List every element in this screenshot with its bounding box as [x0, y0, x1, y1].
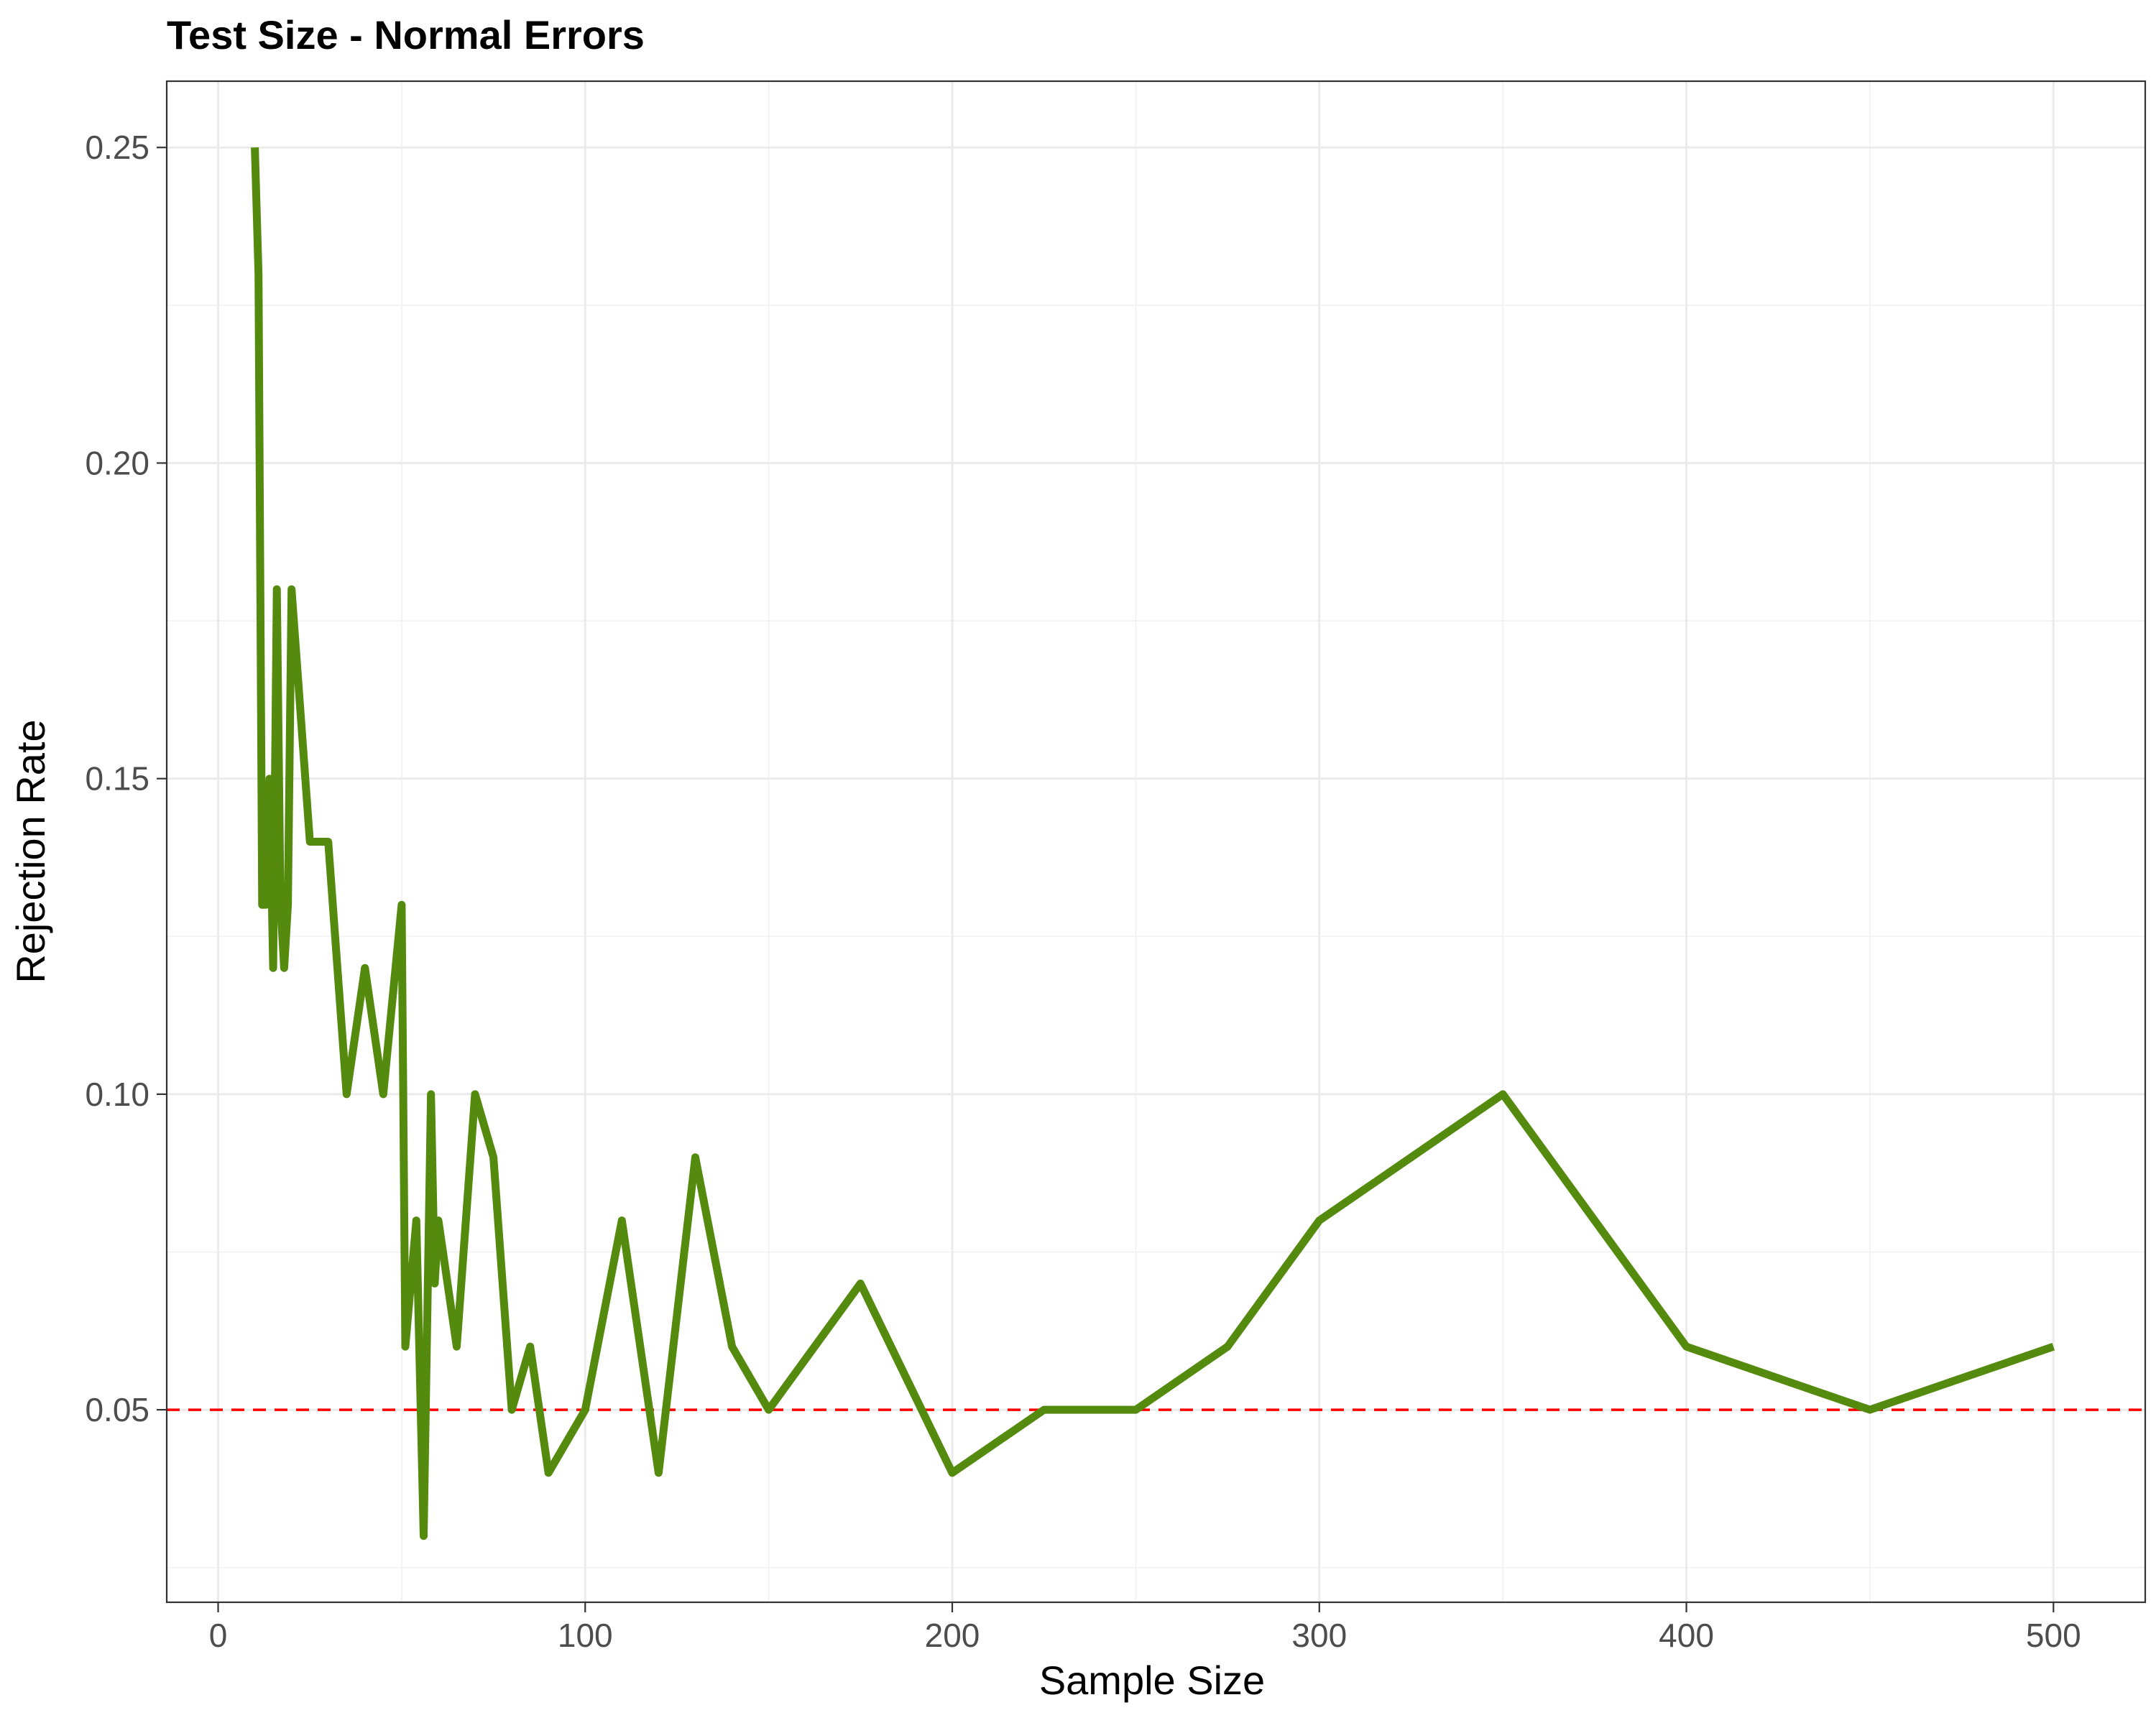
x-tick-label: 300: [1291, 1617, 1347, 1654]
y-tick-label: 0.20: [85, 444, 149, 481]
x-tick-label: 400: [1659, 1617, 1714, 1654]
chart-title: Test Size - Normal Errors: [167, 12, 645, 57]
y-tick-label: 0.15: [85, 760, 149, 798]
minor-gridlines: [167, 81, 2145, 1602]
plot-border: [165, 80, 2147, 1604]
x-tick-label: 100: [558, 1617, 613, 1654]
x-tick-label: 500: [2026, 1617, 2081, 1654]
series-line-0: [251, 147, 2055, 1540]
major-gridlines: [167, 81, 2145, 1602]
y-tick-label: 0.25: [85, 129, 149, 166]
x-axis: 0 100 200 300 400 500: [209, 1602, 2081, 1654]
y-axis: 0.05 0.10 0.15 0.20 0.25: [85, 129, 167, 1428]
x-tick-label: 0: [209, 1617, 228, 1654]
y-tick-label: 0.10: [85, 1076, 149, 1113]
y-axis-title: Rejection Rate: [8, 719, 53, 983]
plot-panel: [167, 81, 2145, 1602]
x-axis-title: Sample Size: [1039, 1658, 1265, 1703]
y-tick-label: 0.05: [85, 1391, 149, 1428]
series-layer: [251, 147, 2055, 1540]
x-tick-label: 200: [925, 1617, 980, 1654]
